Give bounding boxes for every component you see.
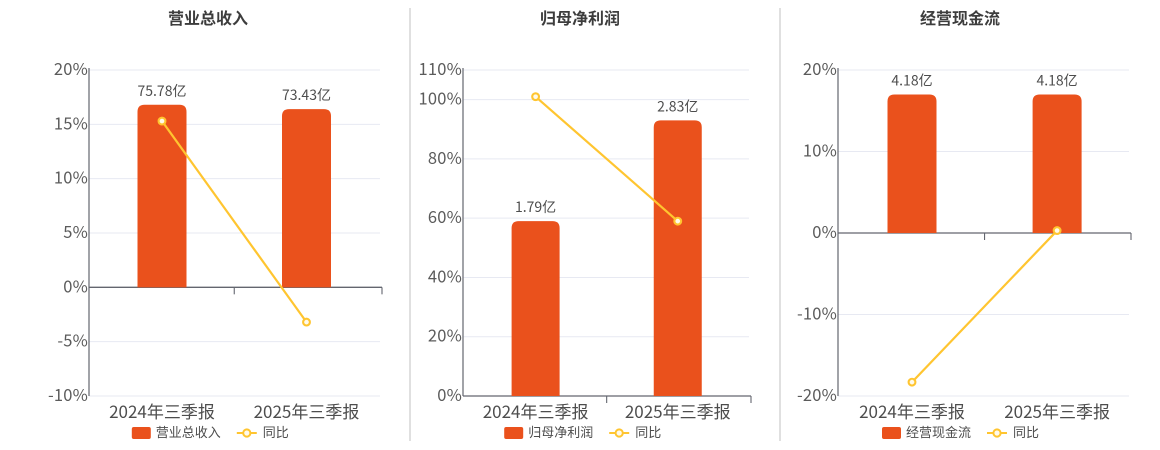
svg-text:2024年三季报: 2024年三季报 — [483, 398, 589, 423]
svg-text:15%: 15% — [54, 110, 88, 134]
svg-text:2025年三季报: 2025年三季报 — [1004, 398, 1110, 423]
svg-text:73.43亿: 73.43亿 — [282, 85, 331, 105]
svg-text:同比: 同比 — [263, 422, 289, 441]
svg-text:-10%: -10% — [48, 382, 88, 406]
svg-text:4.18亿: 4.18亿 — [891, 70, 932, 90]
svg-text:0%: 0% — [812, 219, 837, 243]
svg-text:归母净利润: 归母净利润 — [528, 422, 593, 441]
svg-text:0%: 0% — [63, 273, 88, 297]
svg-text:0%: 0% — [437, 382, 462, 406]
svg-text:4.18亿: 4.18亿 — [1036, 70, 1077, 90]
svg-text:20%: 20% — [428, 323, 462, 347]
svg-text:同比: 同比 — [635, 422, 661, 441]
svg-text:10%: 10% — [803, 138, 837, 162]
svg-text:5%: 5% — [63, 219, 88, 243]
svg-text:营业总收入: 营业总收入 — [168, 5, 248, 29]
svg-text:1.79亿: 1.79亿 — [515, 197, 556, 217]
svg-text:同比: 同比 — [1013, 422, 1039, 441]
svg-text:2024年三季报: 2024年三季报 — [859, 398, 965, 423]
svg-text:经营现金流: 经营现金流 — [906, 422, 971, 441]
svg-text:10%: 10% — [54, 165, 88, 189]
svg-text:-5%: -5% — [57, 328, 88, 352]
svg-text:2025年三季报: 2025年三季报 — [625, 398, 731, 423]
svg-text:-10%: -10% — [797, 301, 837, 325]
svg-text:20%: 20% — [803, 56, 837, 80]
svg-text:60%: 60% — [428, 204, 462, 228]
svg-text:100%: 100% — [419, 86, 462, 110]
svg-text:20%: 20% — [54, 56, 88, 80]
svg-text:2024年三季报: 2024年三季报 — [109, 398, 215, 423]
svg-text:75.78亿: 75.78亿 — [138, 81, 187, 101]
svg-text:40%: 40% — [428, 263, 462, 287]
svg-text:-20%: -20% — [797, 382, 837, 406]
svg-text:80%: 80% — [428, 145, 462, 169]
svg-text:经营现金流: 经营现金流 — [920, 5, 1000, 29]
svg-text:110%: 110% — [419, 56, 462, 80]
svg-text:归母净利润: 归母净利润 — [540, 5, 620, 29]
svg-text:2025年三季报: 2025年三季报 — [254, 398, 360, 423]
svg-text:2.83亿: 2.83亿 — [657, 96, 698, 116]
svg-text:营业总收入: 营业总收入 — [156, 422, 221, 441]
